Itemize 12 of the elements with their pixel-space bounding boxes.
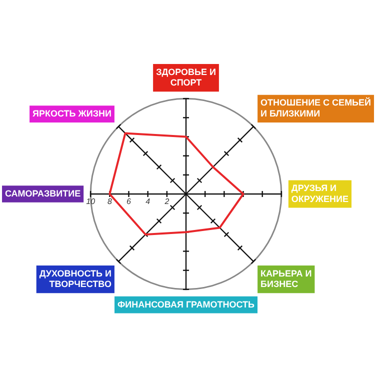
spoke-label: ОТНОШЕНИЕ С СЕМЬЕЙ И БЛИЗКИМИ [260,96,372,119]
spoke-label: ДУХОВНОСТЬ И ТВОРЧЕСТВО [39,268,112,290]
spoke-label: САМОРАЗВИТИЕ [5,188,81,198]
spoke-label: КАРЬЕРА И БИЗНЕС [260,268,312,290]
y-tick-label: 4 [146,197,151,206]
spoke-label: ФИНАНСОВАЯ ГРАМОТНОСТЬ [118,299,256,310]
spoke-label: ЯРКОСТЬ ЖИЗНИ [32,108,112,119]
y-tick-label: 8 [107,197,112,206]
spoke-label: ЗДОРОВЬЕ И СПОРТ [156,66,216,88]
y-tick-label: 2 [164,197,170,206]
y-tick-label: 6 [126,197,132,206]
spoke-label: ДРУЗЬЯ И ОКРУЖЕНИЕ [291,183,349,204]
